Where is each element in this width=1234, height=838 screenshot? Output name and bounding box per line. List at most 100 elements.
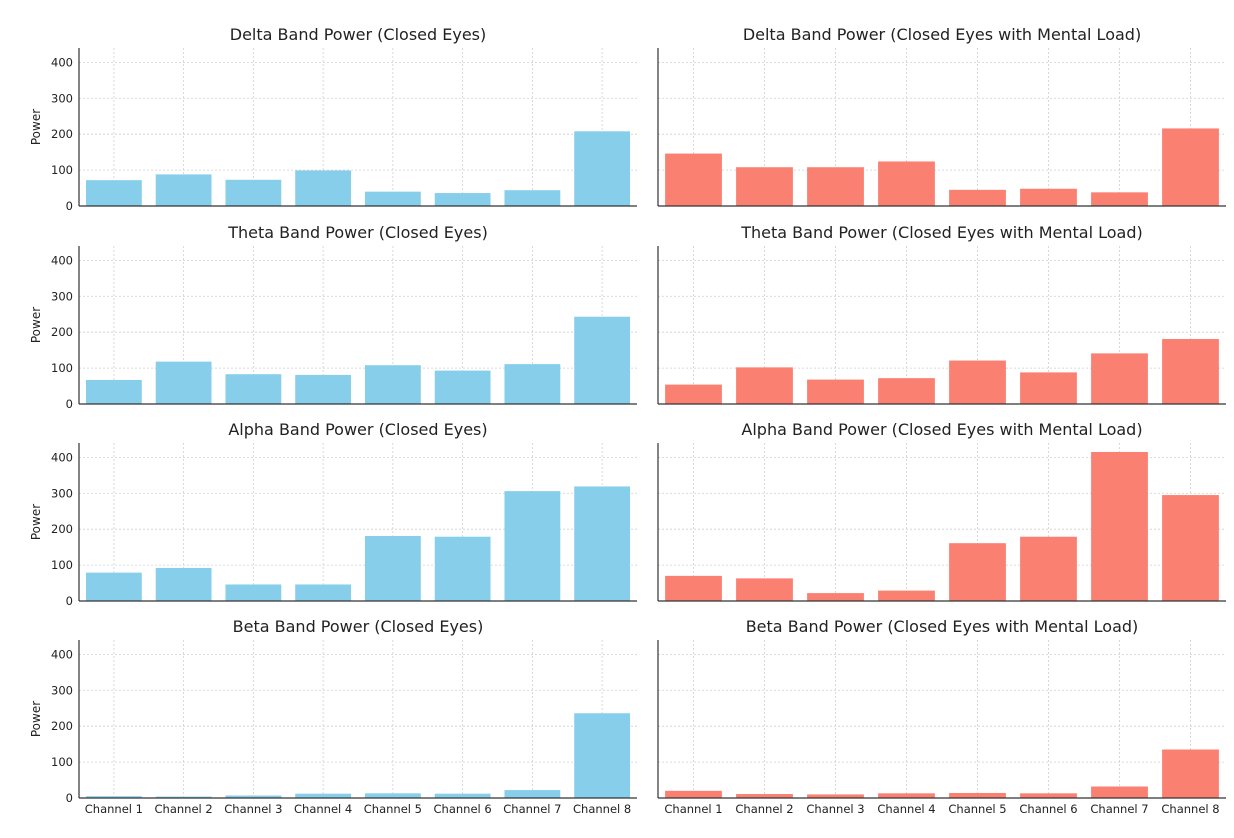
bar-channel-3 [807, 167, 864, 206]
bar-channel-3 [807, 379, 864, 404]
y-tick-label: 400 [51, 253, 73, 267]
bar-channel-8 [1162, 495, 1219, 601]
bar-channel-3 [225, 795, 282, 798]
x-tick-label: Channel 8 [573, 802, 631, 816]
bar-channel-8 [574, 486, 631, 601]
bar-channel-7 [1091, 786, 1148, 798]
y-tick-label: 400 [51, 647, 73, 661]
chart-panel-1: 0 100 200 300 400 Delta Band Power (Closed Ey… [29, 25, 637, 213]
bar-channel-6 [434, 536, 491, 601]
bar-channel-7 [1091, 451, 1148, 601]
bar-channel-5 [364, 365, 421, 404]
chart-title: Alpha Band Power (Closed Eyes with Menta… [741, 420, 1142, 439]
bar-channel-3 [225, 374, 282, 404]
bar-channel-4 [295, 170, 352, 206]
y-tick-label: 100 [51, 755, 73, 769]
bar-channel-5 [949, 792, 1006, 798]
y-axis-label: Power [29, 701, 43, 737]
bar-channel-4 [295, 584, 352, 601]
bar-channel-4 [878, 378, 935, 404]
bar-channel-1 [665, 384, 722, 404]
chart-title: Theta Band Power (Closed Eyes with Menta… [740, 223, 1143, 242]
bar-channel-3 [225, 584, 282, 601]
chart-panel-5: 0 100 200 300 400 Alpha Band Power (Closed Ey… [29, 420, 637, 608]
bar-channel-2 [155, 567, 212, 601]
chart-panel-2: Delta Band Power (Closed Eyes with Menta… [657, 25, 1226, 207]
x-tick-label: Channel 4 [877, 802, 935, 816]
bar-channel-8 [574, 713, 631, 798]
bar-channel-1 [665, 153, 722, 206]
bar-channel-7 [504, 364, 561, 404]
y-tick-label: 400 [51, 450, 73, 464]
bar-channel-4 [295, 374, 352, 404]
bar-channel-6 [1020, 188, 1077, 206]
chart-title: Beta Band Power (Closed Eyes with Mental… [746, 617, 1139, 636]
bar-channel-5 [949, 360, 1006, 404]
x-tick-label: Channel 6 [434, 802, 492, 816]
x-tick-label: Channel 2 [155, 802, 213, 816]
x-tick-label: Channel 1 [664, 802, 722, 816]
bar-channel-5 [364, 191, 421, 206]
bar-channel-7 [504, 190, 561, 206]
bar-channel-8 [1162, 749, 1219, 798]
x-tick-label: Channel 8 [1161, 802, 1219, 816]
y-tick-label: 200 [51, 127, 73, 141]
x-tick-label: Channel 7 [1090, 802, 1148, 816]
x-tick-label: Channel 6 [1019, 802, 1077, 816]
bar-channel-8 [574, 316, 631, 404]
y-axis-label: Power [29, 307, 43, 343]
bar-channel-6 [1020, 536, 1077, 601]
y-tick-label: 0 [66, 594, 73, 608]
y-tick-label: 0 [66, 397, 73, 411]
bar-channel-4 [878, 161, 935, 206]
bar-channel-2 [736, 578, 793, 601]
chart-title: Beta Band Power (Closed Eyes) [233, 617, 484, 636]
y-tick-label: 200 [51, 522, 73, 536]
bar-channel-6 [434, 193, 491, 206]
bar-channel-3 [807, 794, 864, 798]
bar-channel-7 [504, 790, 561, 798]
x-tick-label: Channel 3 [224, 802, 282, 816]
bar-channel-2 [736, 367, 793, 404]
bar-channel-2 [155, 796, 212, 798]
y-axis-label: Power [29, 504, 43, 540]
y-tick-label: 0 [66, 199, 73, 213]
bar-channel-8 [574, 131, 631, 206]
bar-channel-2 [155, 174, 212, 206]
bar-channel-6 [1020, 793, 1077, 798]
bar-channel-1 [665, 575, 722, 601]
bar-channel-1 [85, 796, 142, 798]
bar-channel-8 [1162, 128, 1219, 206]
y-tick-label: 0 [66, 791, 73, 805]
chart-title: Alpha Band Power (Closed Eyes) [228, 420, 487, 439]
chart-title: Delta Band Power (Closed Eyes with Menta… [743, 25, 1141, 44]
bar-channel-4 [878, 793, 935, 798]
bar-channel-2 [736, 167, 793, 206]
bar-channel-2 [155, 361, 212, 404]
bar-channel-1 [85, 180, 142, 206]
x-tick-label: Channel 4 [294, 802, 352, 816]
x-tick-label: Channel 5 [364, 802, 422, 816]
bar-channel-5 [364, 793, 421, 798]
bar-channel-1 [665, 790, 722, 798]
bar-channel-5 [364, 536, 421, 601]
y-tick-label: 300 [51, 683, 73, 697]
chart-panel-3: 0 100 200 300 400 Theta Band Power (Closed Ey… [29, 223, 637, 411]
y-tick-label: 200 [51, 325, 73, 339]
bar-channel-6 [1020, 372, 1077, 404]
bar-channel-7 [504, 491, 561, 601]
x-tick-label: Channel 1 [85, 802, 143, 816]
bar-channel-3 [225, 179, 282, 206]
bar-channel-7 [1091, 353, 1148, 404]
bar-channel-6 [434, 370, 491, 404]
bar-channel-5 [949, 543, 1006, 601]
chart-panel-7: 0 100 200 300 400 Channel 1 Channel 2 Channel 3… [29, 617, 637, 816]
bar-channel-1 [85, 572, 142, 601]
x-tick-label: Channel 5 [948, 802, 1006, 816]
y-tick-label: 300 [51, 289, 73, 303]
chart-panel-6: Alpha Band Power (Closed Eyes with Menta… [657, 420, 1226, 602]
x-tick-label: Channel 2 [735, 802, 793, 816]
x-tick-label: Channel 3 [806, 802, 864, 816]
bar-channel-6 [434, 793, 491, 798]
